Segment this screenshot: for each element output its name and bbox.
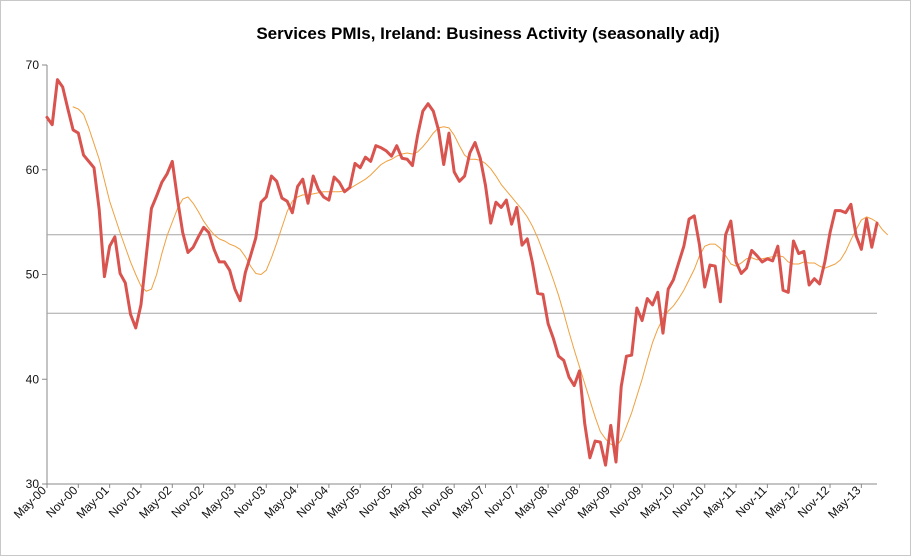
x-tick-label: May-05 <box>324 483 362 521</box>
axes <box>42 64 877 488</box>
x-tick-label: May-06 <box>387 483 425 521</box>
x-tick-label: May-04 <box>261 483 299 521</box>
y-tick-label: 50 <box>26 268 40 282</box>
x-tick-label: May-11 <box>701 483 739 521</box>
x-tick-label: Nov-05 <box>356 483 393 520</box>
x-tick-label: May-02 <box>136 483 174 521</box>
x-tick-label: May-01 <box>74 483 112 521</box>
x-tick-label: May-03 <box>199 483 237 521</box>
y-tick-labels: 30 40 50 60 70 <box>26 58 40 491</box>
x-tick-label: Nov-07 <box>482 483 519 520</box>
x-tick-label: Nov-10 <box>670 483 707 520</box>
x-tick-label: May-10 <box>637 483 675 521</box>
x-tick-label: Nov-04 <box>294 483 331 520</box>
x-tick-label: Nov-01 <box>106 483 143 520</box>
series-line-business-activity <box>45 78 879 467</box>
y-tick-label: 40 <box>26 372 40 386</box>
y-tick-label: 30 <box>26 477 40 491</box>
x-tick-label: May-13 <box>825 483 863 521</box>
x-tick-label: Nov-12 <box>795 483 832 520</box>
x-tick-label: May-09 <box>575 483 613 521</box>
x-tick-label: Nov-08 <box>544 483 581 520</box>
x-tick-label: May-07 <box>449 483 487 521</box>
x-tick-labels: May-00Nov-00May-01Nov-01May-02Nov-02May-… <box>11 483 864 521</box>
x-tick-label: Nov-09 <box>607 483 644 520</box>
y-tick-label: 70 <box>26 58 40 72</box>
x-tick-label: May-08 <box>512 483 550 521</box>
x-tick-label: Nov-06 <box>419 483 456 520</box>
reference-lines <box>47 234 877 314</box>
x-tick-label: Nov-00 <box>43 483 80 520</box>
x-tick-label: Nov-03 <box>231 483 268 520</box>
x-tick-label: Nov-02 <box>168 483 205 520</box>
y-tick-label: 60 <box>26 163 40 177</box>
x-tick-label: May-12 <box>763 483 801 521</box>
chart-title: Services PMIs, Ireland: Business Activit… <box>256 24 719 43</box>
series-group <box>45 78 888 467</box>
